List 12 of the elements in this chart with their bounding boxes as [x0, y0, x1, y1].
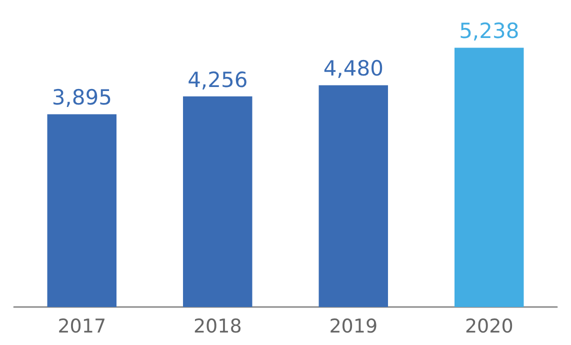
data-label: 4,256	[188, 68, 248, 92]
x-tick-label: 2019	[329, 316, 378, 338]
bar	[318, 85, 388, 307]
data-label: 5,238	[459, 19, 520, 44]
data-label: 4,480	[323, 56, 384, 81]
x-tick-label: 2017	[58, 316, 106, 338]
x-tick-label: 2020	[464, 316, 514, 338]
bar	[454, 48, 524, 307]
bar	[183, 96, 252, 307]
x-tick-label: 2018	[193, 316, 242, 338]
data-label: 3,895	[52, 86, 112, 110]
bar	[47, 114, 116, 307]
